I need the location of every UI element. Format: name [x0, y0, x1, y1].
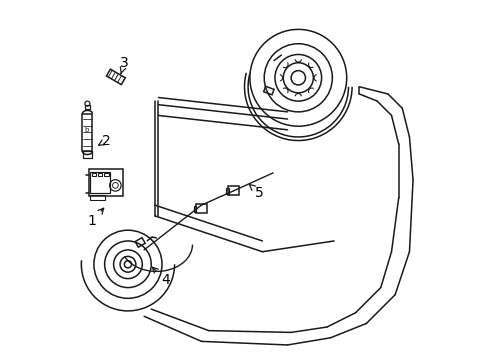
Bar [83, 151, 92, 158]
Bar [90, 172, 110, 193]
Bar [104, 173, 108, 176]
Bar [90, 195, 104, 200]
Bar [263, 86, 273, 95]
Bar [135, 238, 145, 247]
Text: 5: 5 [249, 184, 263, 199]
Text: 2: 2 [99, 134, 111, 148]
Bar [85, 105, 90, 109]
Text: 4: 4 [152, 267, 170, 287]
Text: b: b [84, 127, 89, 132]
Bar [82, 114, 92, 151]
Bar [196, 204, 206, 213]
Bar [88, 169, 122, 196]
Bar [228, 186, 239, 195]
Bar [106, 69, 125, 85]
Bar [193, 206, 196, 212]
Text: 1: 1 [87, 208, 103, 228]
Text: 3: 3 [120, 57, 128, 73]
Bar [225, 188, 228, 194]
Bar [92, 173, 96, 176]
Bar [98, 173, 102, 176]
